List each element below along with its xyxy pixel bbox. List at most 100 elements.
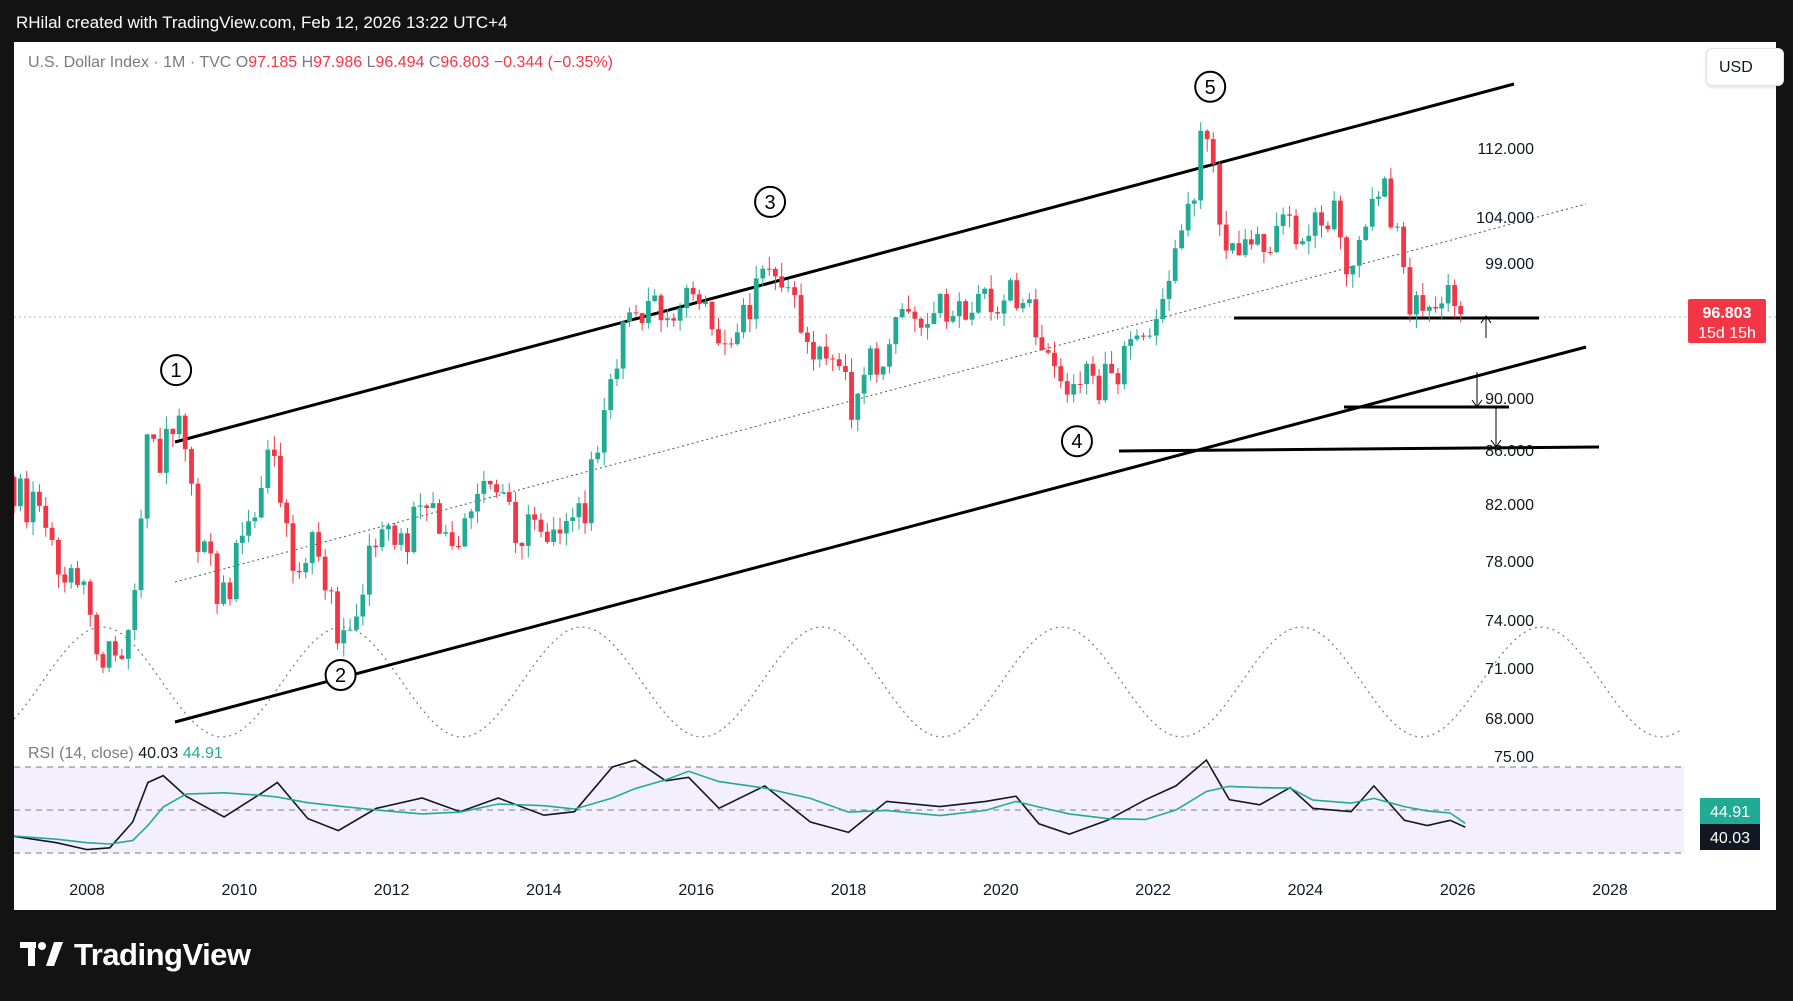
candle-body [284, 502, 290, 524]
candle-body [195, 483, 201, 552]
candle-body [1223, 224, 1229, 251]
candle-body [728, 343, 734, 345]
x-tick-label: 2024 [1288, 882, 1324, 899]
candle-body [1306, 235, 1312, 242]
currency-button[interactable]: USD [1706, 48, 1784, 86]
candle-body [138, 518, 144, 591]
candle-body [1433, 306, 1439, 309]
candle-body [163, 428, 169, 473]
candle-body [519, 542, 525, 546]
cycle-curve-layer [14, 626, 1683, 738]
candle-body [462, 518, 468, 547]
candle-body [81, 581, 87, 585]
brand-footer[interactable]: TradingView [20, 937, 251, 972]
candle-body [271, 449, 277, 456]
y-tick-label: 112.000 [1477, 141, 1534, 158]
candle-body [1191, 200, 1197, 204]
candle-body [836, 359, 842, 367]
y-tick-label: 99.000 [1485, 256, 1534, 273]
candle-body [544, 531, 550, 543]
candle-body [671, 318, 677, 321]
symbol-legend: U.S. Dollar Index · 1M · TVC O97.185 H97… [28, 54, 613, 72]
candle-body [950, 316, 956, 322]
rsi-layer [14, 758, 1466, 851]
candle-body [627, 312, 632, 322]
wave-label-circle-5 [1194, 70, 1227, 103]
rsi-level-label: 75.00 [1494, 749, 1534, 766]
candle-body [753, 278, 759, 320]
candle-body [1160, 298, 1166, 320]
candle-body [322, 556, 328, 591]
chart-panel[interactable]: 1 2 3 4 5 112.000 104.000 99.000 90.000 86.000 82… [14, 42, 1784, 910]
candle-body [1134, 335, 1140, 340]
candle-body [94, 614, 100, 655]
candle-body [278, 455, 283, 503]
candle-body [182, 415, 188, 450]
candle-body [899, 308, 905, 318]
x-tick-label: 2022 [1135, 882, 1171, 899]
candle-body [963, 301, 969, 320]
candle-body [335, 591, 340, 644]
candle-body [246, 521, 251, 536]
rsi-line [14, 758, 1466, 851]
candle-body [221, 582, 226, 604]
candle-body [214, 553, 220, 604]
candle-body [17, 478, 23, 507]
price-chart[interactable]: 1 2 3 4 5 112.000 104.000 99.000 90.000 86.000 82… [14, 42, 1776, 910]
candle-body [14, 476, 17, 507]
x-tick-label: 2026 [1440, 882, 1476, 899]
candle-body [87, 581, 93, 615]
candle-body [525, 514, 531, 546]
candle-body [75, 568, 80, 585]
channel-upper-line [174, 82, 1515, 444]
rsi-band-layer [14, 316, 1776, 854]
candle-body [106, 641, 112, 668]
candle-body [309, 532, 315, 564]
candle-body [588, 459, 594, 524]
candle-body [1458, 306, 1464, 315]
candle-body [798, 295, 804, 333]
rsi-tag [1700, 824, 1760, 850]
rsi-legend: RSI (14, close) 40.03 44.91 [28, 745, 223, 763]
close-value: 96.803 [440, 54, 490, 71]
candle-body [56, 540, 61, 575]
down-arrow-1-head [1471, 399, 1483, 408]
candle-body [1033, 299, 1039, 338]
candle-body [570, 517, 576, 521]
candle-body [874, 348, 880, 375]
candle-body [1045, 350, 1051, 353]
current-price-tag [1688, 299, 1766, 343]
candle-body [931, 313, 937, 325]
candle-body [887, 344, 892, 367]
wave-label-circle-2 [324, 659, 357, 692]
candle-body [468, 511, 474, 519]
candle-body [1153, 319, 1159, 336]
wave-label-2: 2 [335, 665, 346, 687]
candle-body [125, 630, 131, 659]
candle-body [303, 563, 309, 573]
candle-body [1280, 214, 1286, 226]
candle-body [49, 527, 55, 541]
candle-body [703, 301, 708, 305]
candle-body [684, 287, 690, 309]
candle-body [227, 582, 233, 600]
candle-body [880, 366, 886, 375]
candle-body [652, 295, 658, 302]
candle-body [494, 484, 499, 493]
candle-body [1325, 225, 1331, 230]
candle-body [1338, 200, 1343, 238]
bar-countdown: 15d 15h [1698, 325, 1756, 342]
candle-body [379, 529, 385, 548]
candle-body [1363, 226, 1369, 240]
candle-body [944, 294, 950, 322]
candle-body [1102, 363, 1108, 401]
candle-body [151, 434, 157, 439]
candle-body [608, 379, 614, 411]
candle-body [1121, 345, 1127, 385]
candle-body [1420, 295, 1426, 311]
candle-body [449, 532, 455, 546]
candle-body [988, 288, 994, 313]
candle-body [1242, 239, 1248, 256]
candle-body [354, 616, 359, 630]
candle-body [1344, 237, 1349, 275]
